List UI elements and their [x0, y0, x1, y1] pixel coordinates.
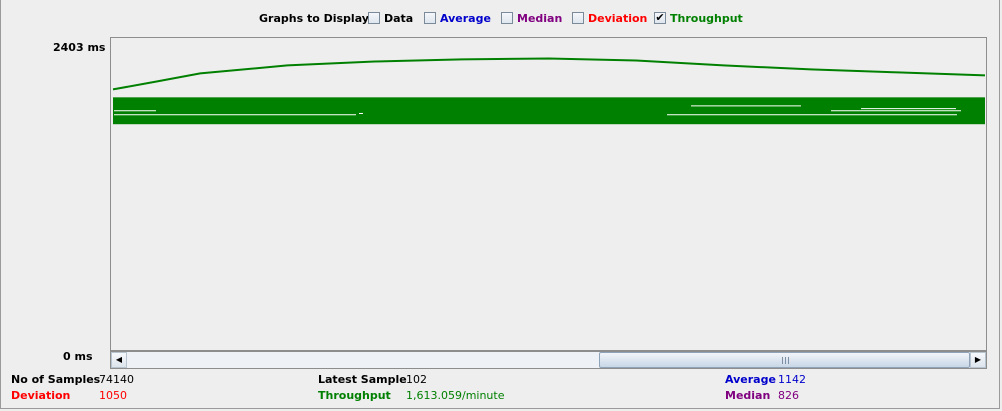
- check-mark-icon: ✔: [655, 11, 665, 24]
- graph-plot-area: [110, 37, 987, 351]
- average-value: 1142: [778, 373, 806, 386]
- deviation-label: Deviation: [11, 389, 71, 402]
- scroll-right-arrow-icon[interactable]: ▶: [970, 352, 986, 368]
- grip-icon: [781, 357, 789, 364]
- throughput-series-line: [112, 57, 986, 91]
- data-checkbox[interactable]: [368, 12, 380, 24]
- latest-sample-value: 102: [406, 373, 427, 386]
- median-checkbox-label[interactable]: Median: [517, 12, 563, 25]
- scroll-left-arrow-icon[interactable]: ◀: [111, 352, 127, 368]
- throughput-checkbox[interactable]: ✔: [654, 12, 666, 24]
- average-checkbox[interactable]: [424, 12, 436, 24]
- horizontal-scrollbar[interactable]: ◀ ▶: [110, 351, 987, 369]
- throughput-checkbox-label[interactable]: Throughput: [670, 12, 743, 25]
- data-checkbox-label[interactable]: Data: [384, 12, 414, 25]
- median-value: 826: [778, 389, 799, 402]
- y-axis-max-label: 2403 ms: [53, 41, 106, 54]
- deviation-checkbox-label[interactable]: Deviation: [588, 12, 648, 25]
- scrollbar-track[interactable]: [127, 352, 970, 368]
- graphs-to-display-bar: Graphs to Display Data Average Median De…: [0, 11, 1002, 27]
- average-checkbox-label[interactable]: Average: [440, 12, 491, 25]
- deviation-value: 1050: [99, 389, 127, 402]
- samples-label: No of Samples: [11, 373, 101, 386]
- scrollbar-thumb[interactable]: [599, 352, 970, 368]
- throughput-value: 1,613.059/minute: [406, 389, 505, 402]
- median-label: Median: [725, 389, 771, 402]
- latest-sample-label: Latest Sample: [318, 373, 407, 386]
- graphs-to-display-label: Graphs to Display: [259, 12, 369, 25]
- deviation-checkbox[interactable]: [572, 12, 584, 24]
- graph-canvas: [112, 57, 986, 125]
- throughput-label: Throughput: [318, 389, 391, 402]
- y-axis-min-label: 0 ms: [63, 350, 93, 363]
- median-checkbox[interactable]: [501, 12, 513, 24]
- average-label: Average: [725, 373, 776, 386]
- samples-value: 74140: [99, 373, 134, 386]
